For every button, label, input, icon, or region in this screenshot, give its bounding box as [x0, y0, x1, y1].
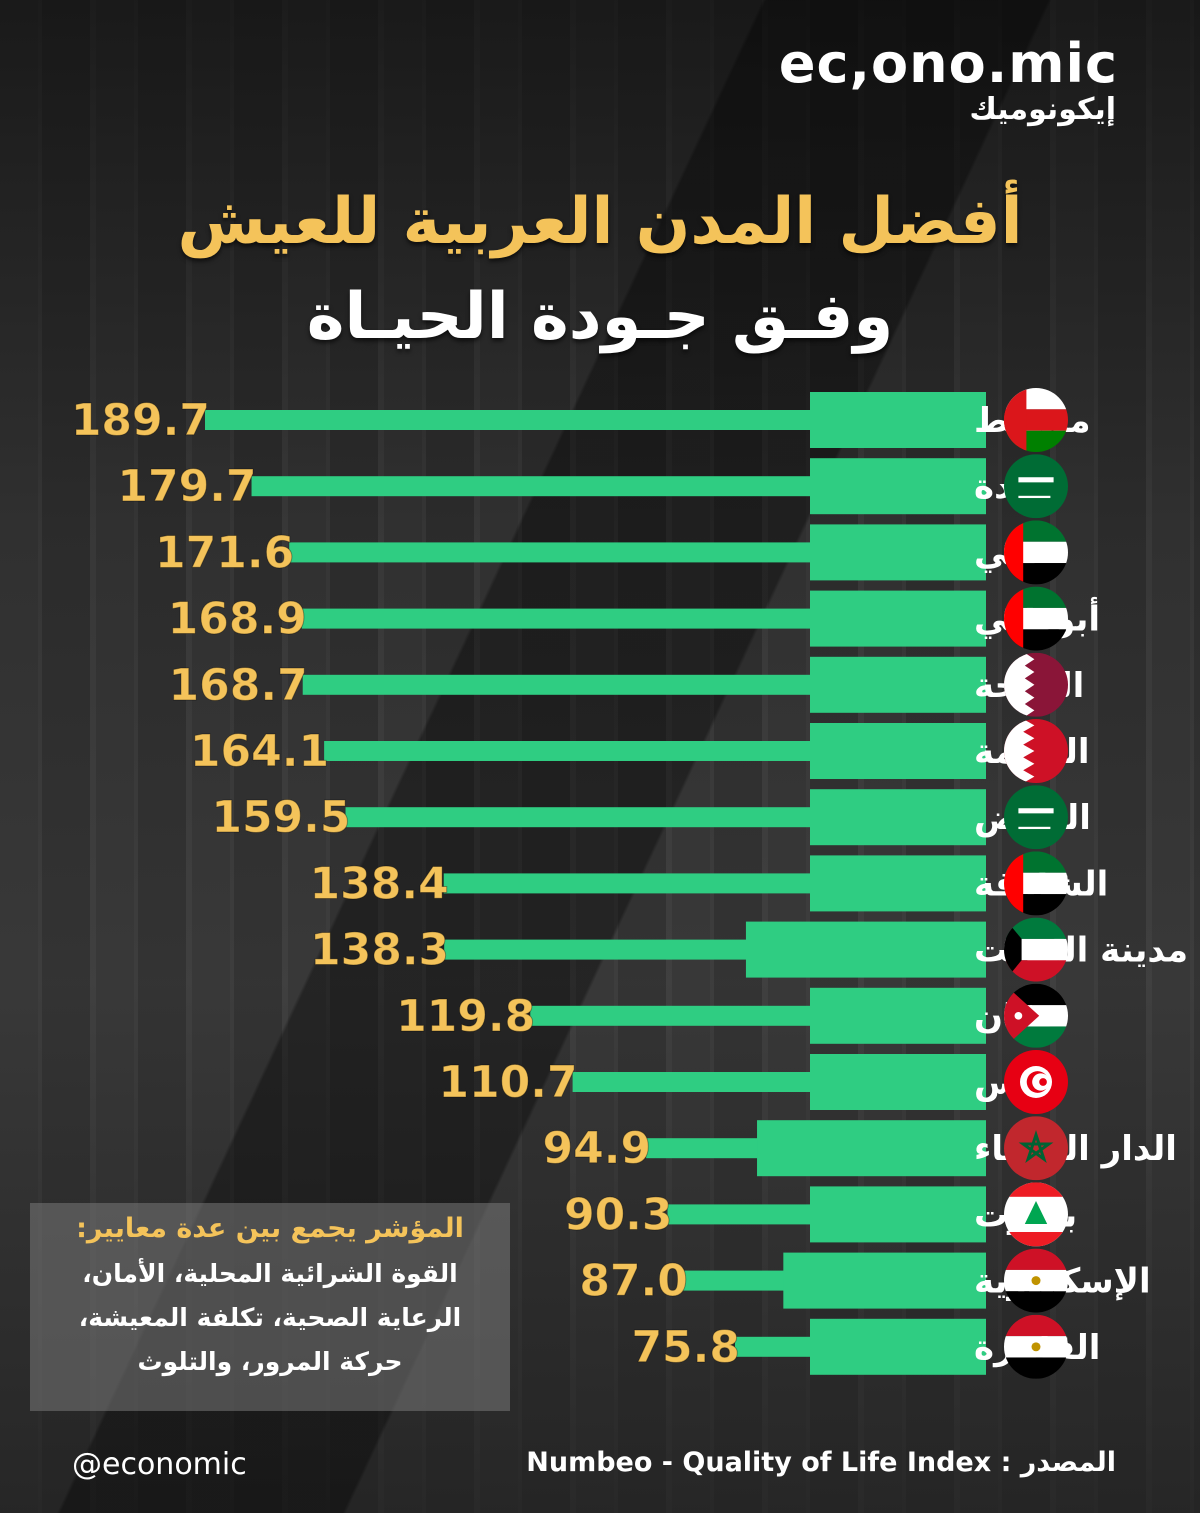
- category-label-box: [783, 1252, 986, 1309]
- bar: [572, 1072, 810, 1092]
- logo-en: ec,ono.mic: [778, 32, 1118, 95]
- title-line-1: أفضل المدن العربية للعيش: [177, 185, 1023, 259]
- bar-row: الإسكندرية87.0: [579, 1248, 1151, 1313]
- bar: [530, 1005, 810, 1026]
- value-label: 179.7: [117, 461, 256, 512]
- kuwait-flag-icon: [1004, 917, 1068, 982]
- bar: [735, 1336, 810, 1357]
- bar: [443, 873, 810, 894]
- note-heading: المؤشر يجمع بين عدة معايير:: [76, 1213, 464, 1244]
- bar: [205, 410, 810, 430]
- jordan-flag-icon: [1004, 983, 1068, 1048]
- category-label-box: [810, 590, 986, 647]
- value-label: 171.6: [155, 527, 294, 578]
- logo-ar: إيكونوميك: [969, 92, 1116, 127]
- social-handle: @economic: [72, 1447, 247, 1482]
- egypt-flag-icon: [1004, 1248, 1068, 1313]
- value-label: 87.0: [579, 1256, 688, 1307]
- morocco-flag-icon: [1004, 1116, 1068, 1181]
- category-label-box: [745, 921, 986, 978]
- uae-flag-icon: [1004, 586, 1068, 651]
- bar: [251, 476, 810, 497]
- source-label: المصدر :: [1000, 1447, 1116, 1478]
- category-label-box: [810, 855, 986, 912]
- saudi-flag-icon: [1004, 785, 1068, 850]
- value-label: 90.3: [564, 1189, 673, 1240]
- category-label-box: [810, 524, 986, 581]
- value-label: 138.3: [310, 925, 449, 976]
- category-label-box: [757, 1120, 986, 1177]
- category-label-box: [810, 987, 986, 1044]
- value-label: 189.7: [71, 395, 210, 446]
- value-label: 138.4: [310, 858, 449, 909]
- qatar-flag-icon: [1004, 652, 1068, 717]
- category-label-box: [810, 1318, 986, 1375]
- value-label: 119.8: [396, 991, 535, 1042]
- value-label: 110.7: [438, 1057, 577, 1108]
- source-text: Numbeo - Quality of Life Index: [526, 1447, 992, 1478]
- bar: [324, 741, 810, 761]
- bar: [667, 1204, 810, 1225]
- category-label-box: [810, 656, 986, 713]
- bar: [345, 807, 810, 828]
- category-label-box: [810, 458, 986, 515]
- note-line-3: حركة المرور، والتلوث: [137, 1347, 403, 1376]
- tunisia-flag-icon: [1004, 1050, 1068, 1114]
- egypt-flag-icon: [1004, 1314, 1068, 1379]
- saudi-flag-icon: [1004, 454, 1068, 519]
- bar-row: بيروت90.3: [563, 1182, 1077, 1247]
- category-label-box: [810, 1186, 986, 1243]
- source-credit: المصدر : Numbeo - Quality of Life Index: [526, 1447, 1116, 1478]
- bar-row: الشارقة138.4: [309, 851, 1108, 916]
- value-label: 168.9: [168, 594, 307, 645]
- uae-flag-icon: [1004, 851, 1068, 916]
- bar-row: مسقط189.7: [70, 388, 1091, 452]
- uae-flag-icon: [1004, 520, 1068, 585]
- bar: [302, 674, 810, 695]
- bar-row: تونس110.7: [438, 1050, 1069, 1114]
- bar: [301, 608, 810, 629]
- value-label: 168.7: [169, 660, 308, 711]
- value-label: 75.8: [631, 1322, 740, 1373]
- bar: [289, 542, 810, 563]
- category-label-box: [810, 1054, 986, 1110]
- bar-row: الدوحة168.7: [168, 652, 1084, 717]
- bar-row: الرياض159.5: [211, 785, 1091, 850]
- value-label: 94.9: [543, 1123, 652, 1174]
- note-line-2: الرعاية الصحية، تكلفة المعيشة،: [78, 1303, 462, 1332]
- bar: [682, 1270, 810, 1291]
- value-label: 159.5: [211, 792, 350, 843]
- bar-row: القاهرة75.8: [631, 1314, 1100, 1379]
- note-line-1: القوة الشرائية المحلية، الأمان،: [82, 1259, 458, 1288]
- title-line-2: وفـق جـودة الحيـاة: [306, 280, 894, 354]
- category-label-box: [810, 723, 986, 779]
- oman-flag-icon: [1004, 388, 1068, 452]
- bar: [444, 939, 810, 960]
- bar-row: أبوظبي168.9: [167, 586, 1100, 651]
- category-label-box: [810, 789, 986, 846]
- category-label-box: [810, 392, 986, 448]
- bar-row: عمّان119.8: [396, 983, 1068, 1048]
- lebanon-flag-icon: [1004, 1182, 1068, 1247]
- methodology-note: المؤشر يجمع بين عدة معايير: القوة الشرائ…: [30, 1203, 510, 1411]
- bar-row: دبي171.6: [155, 520, 1068, 585]
- bar-row: المنامة164.1: [189, 719, 1090, 783]
- bahrain-flag-icon: [1004, 719, 1068, 783]
- value-label: 164.1: [190, 726, 329, 777]
- bar-row: جدة179.7: [117, 454, 1068, 519]
